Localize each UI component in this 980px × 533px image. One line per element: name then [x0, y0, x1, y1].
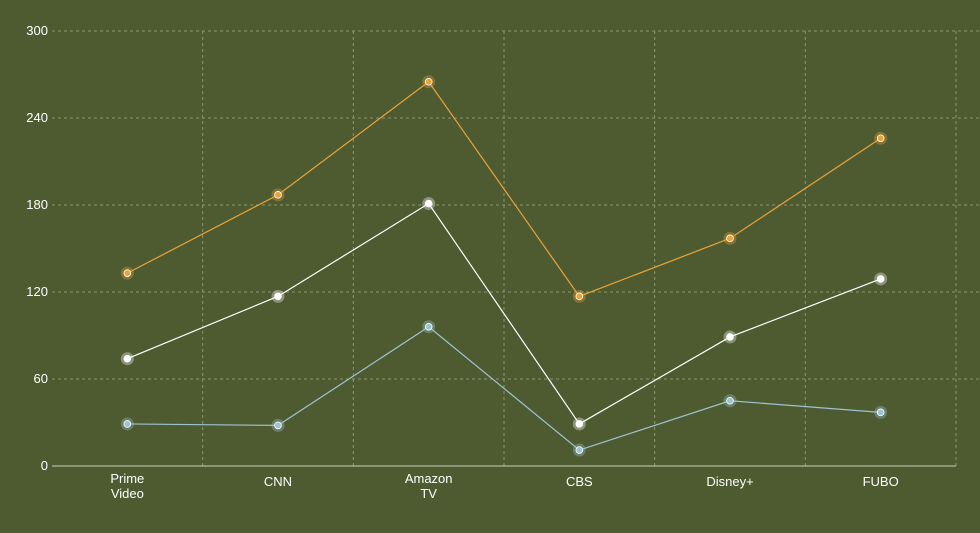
x-tick-label-line: Amazon: [405, 471, 453, 486]
data-point: [274, 421, 282, 430]
x-tick-label: Prime Video: [110, 471, 144, 501]
series-layer: [120, 75, 888, 457]
x-tick-label-line: CBS: [566, 474, 593, 489]
grid: [52, 30, 980, 466]
data-point: [575, 292, 584, 301]
x-tick-label: CNN: [264, 474, 292, 489]
y-tick-label: 240: [26, 110, 48, 125]
x-tick-label-line: TV: [420, 486, 437, 501]
data-point: [424, 199, 433, 208]
data-point: [726, 234, 734, 243]
data-point: [575, 446, 584, 454]
data-point: [123, 269, 132, 277]
y-tick-label: 60: [34, 371, 48, 386]
x-tick-label-line: Prime: [110, 471, 144, 486]
x-axis: Prime Video CNN Amazon TV CBS Disney+ FUBO: [52, 465, 956, 501]
x-tick-label-line: Disney+: [706, 474, 753, 489]
x-tick-label: Amazon TV: [405, 471, 453, 501]
x-tick-label-line: Video: [111, 486, 144, 501]
y-tick-label: 300: [26, 23, 48, 38]
data-point: [876, 408, 885, 417]
series-line-3: [127, 326, 881, 451]
data-point: [575, 420, 584, 428]
y-tick-label: 180: [26, 197, 48, 212]
x-tick-label: CBS: [566, 474, 593, 489]
data-point: [876, 134, 885, 143]
data-point: [726, 396, 734, 405]
x-tick-label-line: FUBO: [863, 474, 899, 489]
data-point: [123, 420, 132, 428]
data-point: [726, 333, 734, 341]
y-axis: 0 60 120 180 240 300: [26, 23, 48, 473]
data-point: [424, 77, 433, 86]
data-point: [274, 292, 282, 301]
y-tick-label: 120: [26, 284, 48, 299]
data-point: [876, 275, 885, 283]
y-tick-label: 0: [41, 458, 48, 473]
x-tick-label: Disney+: [706, 474, 753, 489]
series-line-1: [127, 80, 881, 298]
x-tick-label-line: CNN: [264, 474, 292, 489]
data-point: [424, 322, 433, 331]
series-line-2: [127, 202, 881, 425]
data-point: [274, 191, 282, 199]
data-point: [123, 354, 132, 363]
x-tick-label: FUBO: [863, 474, 899, 489]
